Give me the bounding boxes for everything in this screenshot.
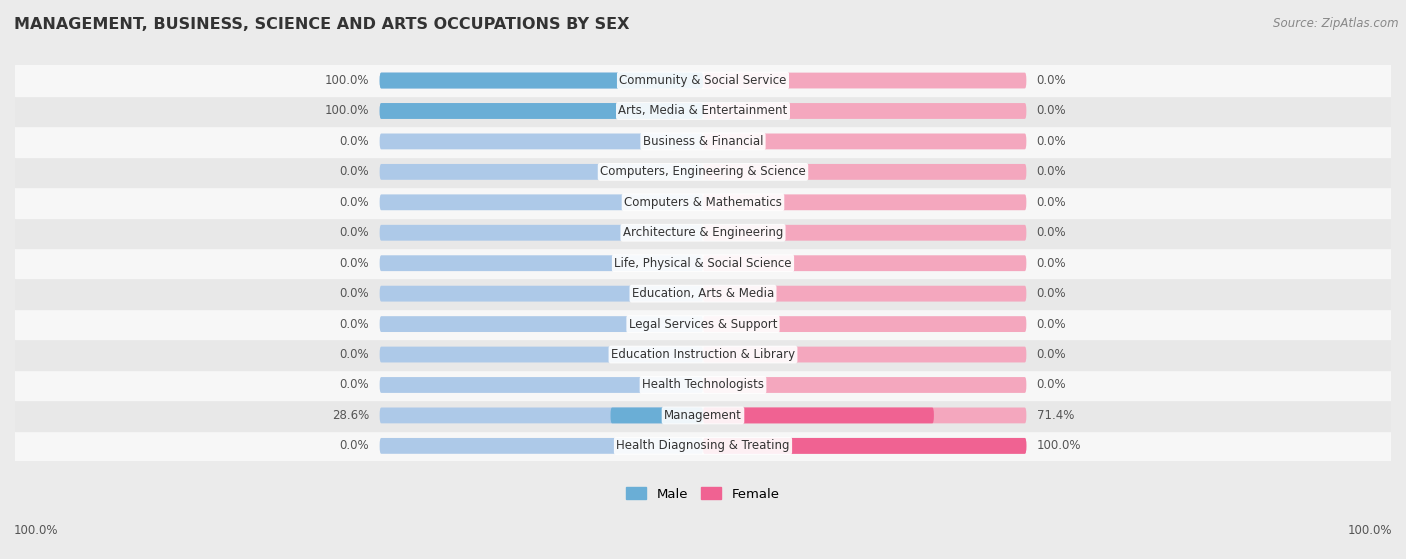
Text: 0.0%: 0.0% xyxy=(340,196,370,209)
FancyBboxPatch shape xyxy=(380,225,703,241)
Bar xyxy=(15,339,1391,369)
Text: 0.0%: 0.0% xyxy=(340,348,370,361)
FancyBboxPatch shape xyxy=(380,286,703,301)
Bar xyxy=(15,430,1391,461)
Text: Life, Physical & Social Science: Life, Physical & Social Science xyxy=(614,257,792,269)
Text: Source: ZipAtlas.com: Source: ZipAtlas.com xyxy=(1274,17,1399,30)
Bar xyxy=(15,157,1391,187)
Bar xyxy=(15,187,1391,217)
Text: 0.0%: 0.0% xyxy=(340,226,370,239)
Bar xyxy=(15,217,1391,248)
FancyBboxPatch shape xyxy=(703,316,1026,332)
FancyBboxPatch shape xyxy=(380,195,703,210)
FancyBboxPatch shape xyxy=(703,286,1026,301)
Text: 0.0%: 0.0% xyxy=(340,165,370,178)
Text: 28.6%: 28.6% xyxy=(332,409,370,422)
FancyBboxPatch shape xyxy=(380,103,703,119)
Bar xyxy=(15,248,1391,278)
Text: Health Diagnosing & Treating: Health Diagnosing & Treating xyxy=(616,439,790,452)
Text: MANAGEMENT, BUSINESS, SCIENCE AND ARTS OCCUPATIONS BY SEX: MANAGEMENT, BUSINESS, SCIENCE AND ARTS O… xyxy=(14,17,630,32)
Text: 100.0%: 100.0% xyxy=(14,524,59,537)
FancyBboxPatch shape xyxy=(380,377,703,393)
FancyBboxPatch shape xyxy=(380,103,703,119)
FancyBboxPatch shape xyxy=(703,408,934,423)
Text: Architecture & Engineering: Architecture & Engineering xyxy=(623,226,783,239)
Text: Computers, Engineering & Science: Computers, Engineering & Science xyxy=(600,165,806,178)
FancyBboxPatch shape xyxy=(703,73,1026,88)
Text: 0.0%: 0.0% xyxy=(1036,105,1066,117)
FancyBboxPatch shape xyxy=(703,438,1026,454)
FancyBboxPatch shape xyxy=(703,438,1026,454)
FancyBboxPatch shape xyxy=(380,408,703,423)
Text: 0.0%: 0.0% xyxy=(340,378,370,391)
Text: 100.0%: 100.0% xyxy=(325,74,370,87)
FancyBboxPatch shape xyxy=(380,438,703,454)
FancyBboxPatch shape xyxy=(703,255,1026,271)
FancyBboxPatch shape xyxy=(610,408,703,423)
Text: 0.0%: 0.0% xyxy=(1036,135,1066,148)
Text: Legal Services & Support: Legal Services & Support xyxy=(628,318,778,330)
Bar xyxy=(15,96,1391,126)
Bar xyxy=(15,65,1391,96)
FancyBboxPatch shape xyxy=(380,316,703,332)
Text: 0.0%: 0.0% xyxy=(340,439,370,452)
Legend: Male, Female: Male, Female xyxy=(621,482,785,506)
FancyBboxPatch shape xyxy=(380,73,703,88)
Text: 0.0%: 0.0% xyxy=(1036,74,1066,87)
Bar xyxy=(15,400,1391,430)
FancyBboxPatch shape xyxy=(380,255,703,271)
FancyBboxPatch shape xyxy=(703,134,1026,149)
Text: 0.0%: 0.0% xyxy=(1036,226,1066,239)
Text: Education, Arts & Media: Education, Arts & Media xyxy=(631,287,775,300)
Bar xyxy=(15,126,1391,157)
Bar xyxy=(15,278,1391,309)
FancyBboxPatch shape xyxy=(703,225,1026,241)
Text: 0.0%: 0.0% xyxy=(1036,287,1066,300)
Text: 100.0%: 100.0% xyxy=(1036,439,1081,452)
Text: 0.0%: 0.0% xyxy=(340,135,370,148)
FancyBboxPatch shape xyxy=(703,408,1026,423)
FancyBboxPatch shape xyxy=(703,103,1026,119)
Text: Health Technologists: Health Technologists xyxy=(643,378,763,391)
Bar xyxy=(15,369,1391,400)
FancyBboxPatch shape xyxy=(703,164,1026,180)
FancyBboxPatch shape xyxy=(380,134,703,149)
Text: 71.4%: 71.4% xyxy=(1036,409,1074,422)
Text: 0.0%: 0.0% xyxy=(1036,378,1066,391)
Text: Community & Social Service: Community & Social Service xyxy=(619,74,787,87)
Text: Business & Financial: Business & Financial xyxy=(643,135,763,148)
Text: 100.0%: 100.0% xyxy=(1347,524,1392,537)
FancyBboxPatch shape xyxy=(380,73,703,88)
Text: 0.0%: 0.0% xyxy=(1036,318,1066,330)
Text: Education Instruction & Library: Education Instruction & Library xyxy=(612,348,794,361)
Text: 0.0%: 0.0% xyxy=(1036,257,1066,269)
FancyBboxPatch shape xyxy=(380,164,703,180)
Text: Arts, Media & Entertainment: Arts, Media & Entertainment xyxy=(619,105,787,117)
Text: 0.0%: 0.0% xyxy=(340,318,370,330)
FancyBboxPatch shape xyxy=(703,377,1026,393)
Bar xyxy=(15,309,1391,339)
Text: Computers & Mathematics: Computers & Mathematics xyxy=(624,196,782,209)
FancyBboxPatch shape xyxy=(703,195,1026,210)
Text: 0.0%: 0.0% xyxy=(340,257,370,269)
Text: 0.0%: 0.0% xyxy=(1036,165,1066,178)
FancyBboxPatch shape xyxy=(380,347,703,362)
Text: Management: Management xyxy=(664,409,742,422)
FancyBboxPatch shape xyxy=(703,347,1026,362)
Text: 0.0%: 0.0% xyxy=(340,287,370,300)
Text: 0.0%: 0.0% xyxy=(1036,196,1066,209)
Text: 0.0%: 0.0% xyxy=(1036,348,1066,361)
Text: 100.0%: 100.0% xyxy=(325,105,370,117)
